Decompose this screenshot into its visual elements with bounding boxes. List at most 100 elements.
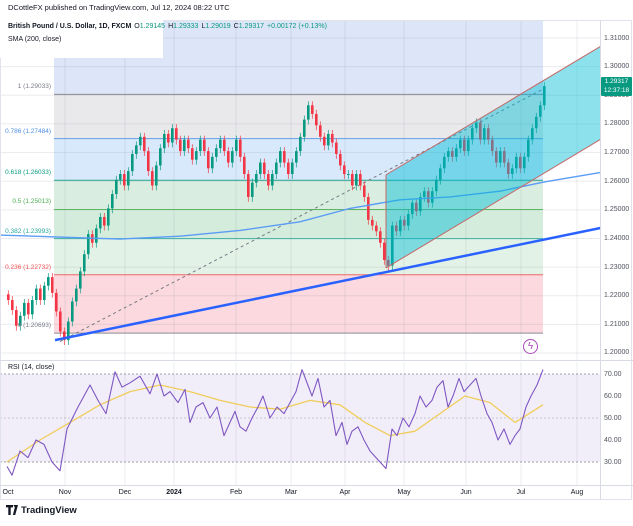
symbol-legend-row: British Pound / U.S. Dollar, 1D, FXCM O1.… xyxy=(8,23,327,30)
time-tick-label[interactable]: Aug xyxy=(570,489,584,496)
candle xyxy=(115,179,118,195)
candle xyxy=(211,156,214,169)
candle xyxy=(163,133,166,149)
price-tick-label[interactable]: 1.28000 xyxy=(604,120,630,128)
candle xyxy=(231,151,234,163)
candle xyxy=(307,105,310,120)
fib-band xyxy=(54,180,543,210)
candle xyxy=(47,277,50,286)
candle xyxy=(415,202,418,212)
candle xyxy=(67,321,70,341)
time-tick-label[interactable]: Jul xyxy=(516,489,526,496)
candle xyxy=(359,174,362,186)
candle xyxy=(195,151,198,160)
sma-legend-row: SMA (200, close) xyxy=(8,36,61,43)
dashed-trendline xyxy=(59,87,546,342)
candle xyxy=(395,225,398,232)
price-tick-label[interactable]: 1.26000 xyxy=(604,177,630,185)
candle xyxy=(411,202,414,215)
publish-info: DCottleFX published on TradingView.com, … xyxy=(8,3,230,12)
price-tick-label[interactable]: 1.22000 xyxy=(604,292,630,300)
candle xyxy=(167,133,170,143)
ohlc-values: O1.29145 H1.29333 L1.29019 C1.29317 xyxy=(131,23,264,30)
rsi-tick-label[interactable]: 30.00 xyxy=(604,458,622,466)
candle xyxy=(55,292,58,312)
price-axis-separator[interactable] xyxy=(600,20,601,500)
pane-separator[interactable] xyxy=(0,360,633,361)
rsi-tick-label[interactable]: 50.00 xyxy=(604,414,622,422)
rsi-tick-label[interactable]: 70.00 xyxy=(604,370,622,378)
sma-200-line xyxy=(0,171,601,240)
candle xyxy=(495,151,498,163)
tradingview-logo[interactable]: TradingView xyxy=(6,504,77,516)
time-tick-label[interactable]: Dec xyxy=(118,489,132,496)
candle xyxy=(343,165,346,175)
price-tick-label[interactable]: 1.23000 xyxy=(604,263,630,271)
candle xyxy=(291,162,294,175)
candle xyxy=(435,179,438,192)
price-tick-label[interactable]: 1.27000 xyxy=(604,149,630,157)
time-tick-label[interactable]: Oct xyxy=(2,489,14,496)
candle xyxy=(491,139,494,152)
candle xyxy=(259,162,262,175)
candle xyxy=(83,254,86,272)
time-tick-label[interactable]: Feb xyxy=(229,489,243,496)
candle xyxy=(443,156,446,169)
fib-level-label: 0.618 (1.26033) xyxy=(5,169,51,177)
candle xyxy=(463,139,466,152)
candle xyxy=(131,153,134,172)
lightning-icon[interactable]: ϟ xyxy=(523,339,538,354)
candle xyxy=(103,216,106,226)
sma-label: SMA (200, close) xyxy=(8,36,62,43)
candle xyxy=(159,148,162,166)
candle xyxy=(79,271,82,289)
rsi-tick-label[interactable]: 40.00 xyxy=(604,436,622,444)
ohlc-key: H xyxy=(168,23,174,30)
price-tick-label[interactable]: 1.21000 xyxy=(604,320,630,328)
candle xyxy=(311,105,314,114)
candle xyxy=(299,136,302,152)
candle xyxy=(219,139,222,149)
ohlc-key: L xyxy=(201,23,206,30)
price-tick-label[interactable]: 1.31000 xyxy=(604,34,630,42)
candle xyxy=(287,162,290,175)
rsi-indicator-label: RSI (14, close) xyxy=(8,364,55,371)
candle xyxy=(459,139,462,149)
candle xyxy=(111,194,114,209)
candle xyxy=(143,136,146,152)
price-tick-label[interactable]: 1.20000 xyxy=(604,349,630,357)
time-tick-label[interactable]: Nov xyxy=(58,489,72,496)
candle xyxy=(263,162,266,175)
candle xyxy=(379,231,382,243)
support-trendline xyxy=(54,226,602,342)
candle xyxy=(179,139,182,152)
rsi-tick-label[interactable]: 60.00 xyxy=(604,392,622,400)
fib-level-label: 0 (1.20693) xyxy=(17,322,51,330)
candle xyxy=(171,128,174,143)
candle xyxy=(175,128,178,140)
candle xyxy=(139,136,142,146)
candle xyxy=(467,139,470,152)
candle xyxy=(279,151,282,163)
time-tick-label[interactable]: 2024 xyxy=(166,489,182,496)
time-tick-label[interactable]: May xyxy=(397,489,411,496)
candle xyxy=(27,302,30,315)
candle xyxy=(51,277,54,293)
candle xyxy=(403,219,406,226)
candle xyxy=(371,219,374,226)
candle xyxy=(119,174,122,180)
time-tick-label[interactable]: Apr xyxy=(339,489,351,496)
price-tick-label[interactable]: 1.24000 xyxy=(604,234,630,242)
candle xyxy=(535,116,538,129)
time-tick-label[interactable]: Mar xyxy=(284,489,298,496)
candle xyxy=(87,234,90,255)
candle xyxy=(207,151,210,169)
candle xyxy=(487,128,490,140)
candle xyxy=(243,156,246,175)
candle xyxy=(251,182,254,197)
price-tick-label[interactable]: 1.25000 xyxy=(604,206,630,214)
price-tick-label[interactable]: 1.30000 xyxy=(604,63,630,71)
time-tick-label[interactable]: Jun xyxy=(460,489,472,496)
